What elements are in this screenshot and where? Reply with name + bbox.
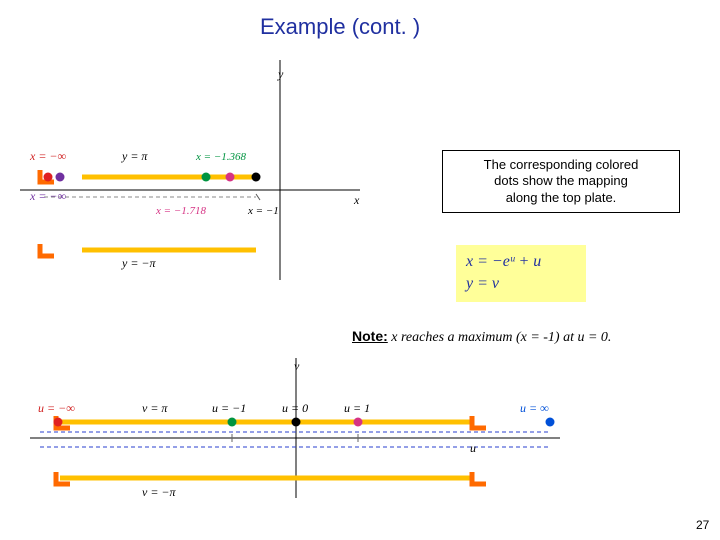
orange-l-icon [40,244,54,256]
axis-label: u = −1 [212,401,246,415]
top-dot-purple [56,173,65,182]
axis-label: v [294,359,300,373]
bot-dot-green [228,418,237,427]
axis-label: x = −∞ [29,189,67,203]
axis-label: u = 0 [282,401,308,415]
note-prefix: Note: [352,328,388,344]
orange-l-icon [472,472,486,484]
axis-label: u = ∞ [520,401,549,415]
bot-dot-black [292,418,301,427]
axis-label: y = −π [121,256,157,270]
bottom-plot: v u u = −∞ v = π u = −1 u = 0 u = 1 u = ∞ v = −π [0,350,720,540]
axis-label: u = −∞ [38,401,75,415]
axis-label: v = π [142,401,168,415]
axis-label: x = −1 [247,205,279,217]
top-dot-black [252,173,261,182]
axis-label: y = π [121,149,148,163]
axis-label: v = −π [142,485,177,499]
bot-dot-red [54,418,63,427]
top-dot-magenta [226,173,235,182]
axis-label: u = 1 [344,401,370,415]
top-dot-red [44,173,53,182]
top-plot: y x x = −∞ y = π x = −1.368 x = −1.718 x = −1 x… [0,0,720,300]
note-line: Note: x reaches a maximum (x = -1) at u … [352,328,611,346]
top-dot-green [202,173,211,182]
axis-label: x = −1.718 [155,205,206,217]
page-number: 27 [696,518,709,532]
axis-label: x [353,193,360,207]
axis-label: y [277,67,284,81]
axis-label: x = −∞ [29,149,67,163]
bot-dot-magenta [354,418,363,427]
axis-label: x = −1.368 [195,151,246,163]
bot-dot-blue [546,418,555,427]
orange-l-icon [472,416,486,428]
axis-label: u [470,441,476,455]
note-body: x reaches a maximum (x = -1) at u = 0. [388,330,612,345]
